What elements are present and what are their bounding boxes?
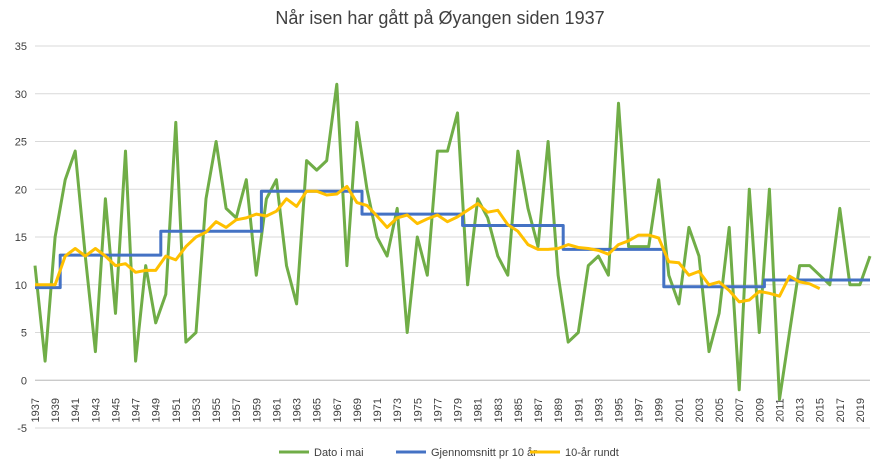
x-tick-label: 1959 [251, 398, 263, 422]
x-tick-label: 1955 [211, 398, 223, 422]
x-tick-label: 2001 [674, 398, 686, 422]
chart: Når isen har gått på Øyangen siden 1937 … [0, 0, 879, 470]
x-tick-label: 2011 [774, 398, 786, 422]
chart-title: Når isen har gått på Øyangen siden 1937 [275, 8, 604, 28]
x-tick-label: 1967 [332, 398, 344, 422]
x-tick-label: 1949 [151, 398, 163, 422]
y-tick-label: 20 [15, 184, 27, 196]
x-tick-label: 1947 [131, 398, 143, 422]
x-tick-label: 1951 [171, 398, 183, 422]
x-tick-label: 2013 [795, 398, 807, 422]
y-tick-label: 5 [21, 328, 27, 340]
series-lines [35, 84, 870, 399]
x-tick-label: 1981 [473, 398, 485, 422]
y-tick-label: 0 [21, 375, 27, 387]
legend-label-dato: Dato i mai [314, 447, 364, 459]
legend-label-10-ar-rundt: 10-år rundt [565, 447, 619, 459]
x-tick-label: 1969 [352, 398, 364, 422]
x-tick-label: 1937 [30, 398, 42, 422]
x-tick-label: 1957 [231, 398, 243, 422]
x-tick-label: 1939 [50, 398, 62, 422]
y-tick-label: 35 [15, 41, 27, 53]
x-tick-label: 1987 [533, 398, 545, 422]
x-tick-label: 1985 [513, 398, 525, 422]
x-tick-label: 1991 [573, 398, 585, 422]
x-tick-label: 2015 [815, 398, 827, 422]
x-tick-label: 2007 [734, 398, 746, 422]
x-tick-label: 1975 [412, 398, 424, 422]
y-tick-label: 30 [15, 89, 27, 101]
x-tick-label: 1945 [110, 398, 122, 422]
x-tick-label: 2005 [714, 398, 726, 422]
x-tick-label: 1999 [654, 398, 666, 422]
x-tick-label: 2003 [694, 398, 706, 422]
x-tick-label: 2009 [754, 398, 766, 422]
x-tick-label: 1973 [392, 398, 404, 422]
x-tick-label: 1965 [312, 398, 324, 422]
line-chart: Når isen har gått på Øyangen siden 1937 … [0, 0, 879, 470]
y-tick-label: 25 [15, 137, 27, 149]
x-tick-label: 1977 [432, 398, 444, 422]
x-tick-label: 2019 [855, 398, 867, 422]
x-tick-label: 1943 [90, 398, 102, 422]
x-tick-label: 1993 [593, 398, 605, 422]
legend-label-gjennomsnitt: Gjennomsnitt pr 10 år [431, 447, 537, 459]
x-tick-label: 1971 [372, 398, 384, 422]
x-tick-label: 2017 [835, 398, 847, 422]
x-tick-label: 1953 [191, 398, 203, 422]
legend: Dato i mai Gjennomsnitt pr 10 år 10-år r… [279, 447, 619, 459]
y-tick-label: 10 [15, 280, 27, 292]
y-tick-label: -5 [17, 423, 27, 435]
y-tick-label: 15 [15, 232, 27, 244]
x-tick-label: 1997 [634, 398, 646, 422]
x-tick-label: 1989 [553, 398, 565, 422]
x-tick-label: 1979 [453, 398, 465, 422]
x-tick-label: 1983 [493, 398, 505, 422]
x-tick-label: 1995 [613, 398, 625, 422]
x-tick-label: 1963 [292, 398, 304, 422]
y-axis-ticks: -5 0 5 10 15 20 25 30 35 [15, 41, 27, 435]
x-tick-label: 1941 [70, 398, 82, 422]
x-axis-ticks: 1937 1939 1941 1943 1945 1947 1949 1951 1953 1955… [30, 398, 867, 422]
x-tick-label: 1961 [271, 398, 283, 422]
